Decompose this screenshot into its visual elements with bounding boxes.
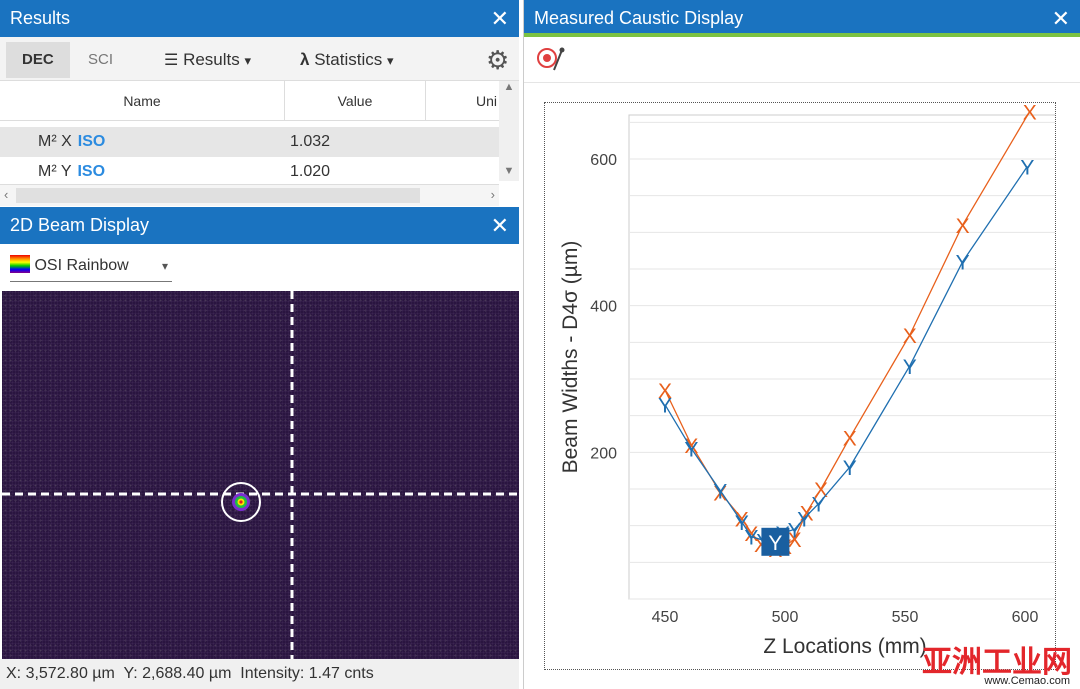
series-marker-y: Y [1020,156,1034,179]
y-tick-label: 200 [590,445,617,462]
plot-area [628,114,1062,600]
palette-select[interactable]: OSI Rainbow ▾ [10,252,172,282]
x-tick-label: 500 [772,609,799,626]
y-tick-label: 600 [590,152,617,169]
close-icon[interactable]: ✕ [490,213,509,238]
vertical-scrollbar[interactable]: ▲ ▼ [499,81,519,181]
caustic-toolbar [524,40,1080,83]
series-marker-x: X [744,523,758,546]
beam-spot-peak [239,500,243,504]
series-marker-y: Y [843,457,857,480]
caustic-panel: Measured Caustic Display ✕ 200 400 600 450 5… [523,0,1080,689]
list-icon: ☰ [164,52,179,69]
beam-overlay [2,291,519,659]
table-row[interactable]: M² Y ISO 1.020 [0,157,499,187]
results-menu[interactable]: ☰ Results ▾ [148,42,267,78]
series-marker-x: X [903,325,917,348]
cursor-x-readout: X: 3,572.80 µm [6,665,115,682]
x-axis-label: Z Locations (mm) [763,635,926,658]
chevron-down-icon: ▾ [386,53,394,68]
series-marker-y: Y [744,527,758,550]
rainbow-palette-icon [10,255,30,273]
close-icon[interactable]: ✕ [1051,6,1070,31]
scroll-thumb[interactable] [16,188,420,203]
beam-title: 2D Beam Display [10,215,150,235]
close-icon[interactable]: ✕ [490,6,509,31]
series-marker-y: Y [812,494,826,517]
selected-point-highlight [761,527,790,556]
series-marker-x: X [956,215,970,238]
palette-label: OSI Rainbow [34,257,129,274]
chevron-down-icon: ▾ [244,53,252,68]
caustic-title: Measured Caustic Display [534,8,744,28]
horizontal-scrollbar[interactable]: ‹ › [0,184,499,206]
series-marker-x: X [713,483,727,506]
row-name-text: M² Y [38,163,72,180]
beam-image[interactable] [2,291,519,659]
iso-tag[interactable]: ISO [77,133,106,150]
x-tick-label: 550 [892,609,919,626]
y-axis-label: Beam Widths - D4σ (µm) [559,241,582,474]
iso-tag[interactable]: ISO [77,163,106,180]
target-pin-icon[interactable] [532,44,572,80]
watermark-subtext: www.Cemao.com [984,675,1070,687]
column-header-unit[interactable]: Uni [475,93,497,109]
row-value: 1.032 [290,133,331,150]
chevron-down-icon: ▾ [161,259,168,273]
table-row[interactable]: M² X ISO 1.032 [0,127,499,157]
x-tick-label: 600 [1012,609,1039,626]
results-toolbar: DEC SCI ☰ Results ▾ λ Statistics ▾ ⚙ [0,37,519,81]
scroll-up-icon[interactable]: ▲ [503,81,515,93]
results-titlebar: Results ✕ [0,0,519,37]
series-marker-y: Y [735,512,749,535]
beam-titlebar: 2D Beam Display ✕ [0,207,519,244]
column-header-value[interactable]: Value [285,81,426,121]
caustic-chart[interactable]: 200 400 600 450 500 550 600 Z Locations (mm) Bea… [545,101,1062,669]
series-marker-y: Y [713,480,727,503]
series-marker-y: Y [788,519,802,542]
row-name-text: M² X [38,133,72,150]
gear-icon[interactable]: ⚙ [486,45,510,75]
column-header-name[interactable]: Name [0,81,285,121]
selected-point-label: Y [768,532,782,555]
series-marker-x: X [788,529,802,552]
x-tick-label: 450 [652,609,679,626]
row-name: M² Y ISO [38,157,105,187]
scroll-down-icon[interactable]: ▼ [503,165,515,177]
watermark-text: 亚洲工业网 [922,645,1072,680]
caustic-plot-frame: 200 400 600 450 500 550 600 Z Locations (mm) Bea… [544,101,1062,670]
row-name: M² X ISO [38,127,105,157]
series-marker-y: Y [903,356,917,379]
cursor-y-readout: Y: 2,688.40 µm [123,665,232,682]
lambda-icon: λ [300,50,310,69]
scroll-right-icon[interactable]: › [490,187,495,202]
results-title: Results [10,8,71,28]
series-marker-x: X [735,508,749,531]
beam-ellipse [221,482,261,522]
row-value: 1.020 [290,163,331,180]
scroll-left-icon[interactable]: ‹ [4,187,9,202]
series-marker-y: Y [658,395,672,418]
series-marker-x: X [684,435,698,458]
results-menu-label: Results [183,50,240,69]
series-marker-y: Y [797,508,811,531]
series-marker-x: X [843,428,857,451]
series-marker-x: X [1023,103,1037,124]
caustic-titlebar: Measured Caustic Display ✕ [524,0,1080,37]
beam-statusbar: X: 3,572.80 µm Y: 2,688.40 µm Intensity:… [0,659,519,689]
dec-button[interactable]: DEC [6,42,70,78]
results-panel: Results ✕ DEC SCI ☰ Results ▾ λ Statisti… [0,0,519,206]
sci-button[interactable]: SCI [88,51,114,68]
results-grid-header: Name Value Uni [0,81,499,121]
statistics-menu-label: Statistics [314,50,383,69]
beam-panel: 2D Beam Display ✕ OSI Rainbow ▾ X: 3,572… [0,207,519,689]
intensity-readout: Intensity: 1.47 cnts [240,665,374,682]
series-marker-y: Y [684,439,698,462]
statistics-menu[interactable]: λ Statistics ▾ [284,42,410,78]
y-tick-label: 400 [590,299,617,316]
series-marker-y: Y [956,252,970,275]
series-marker-x: X [658,380,672,403]
